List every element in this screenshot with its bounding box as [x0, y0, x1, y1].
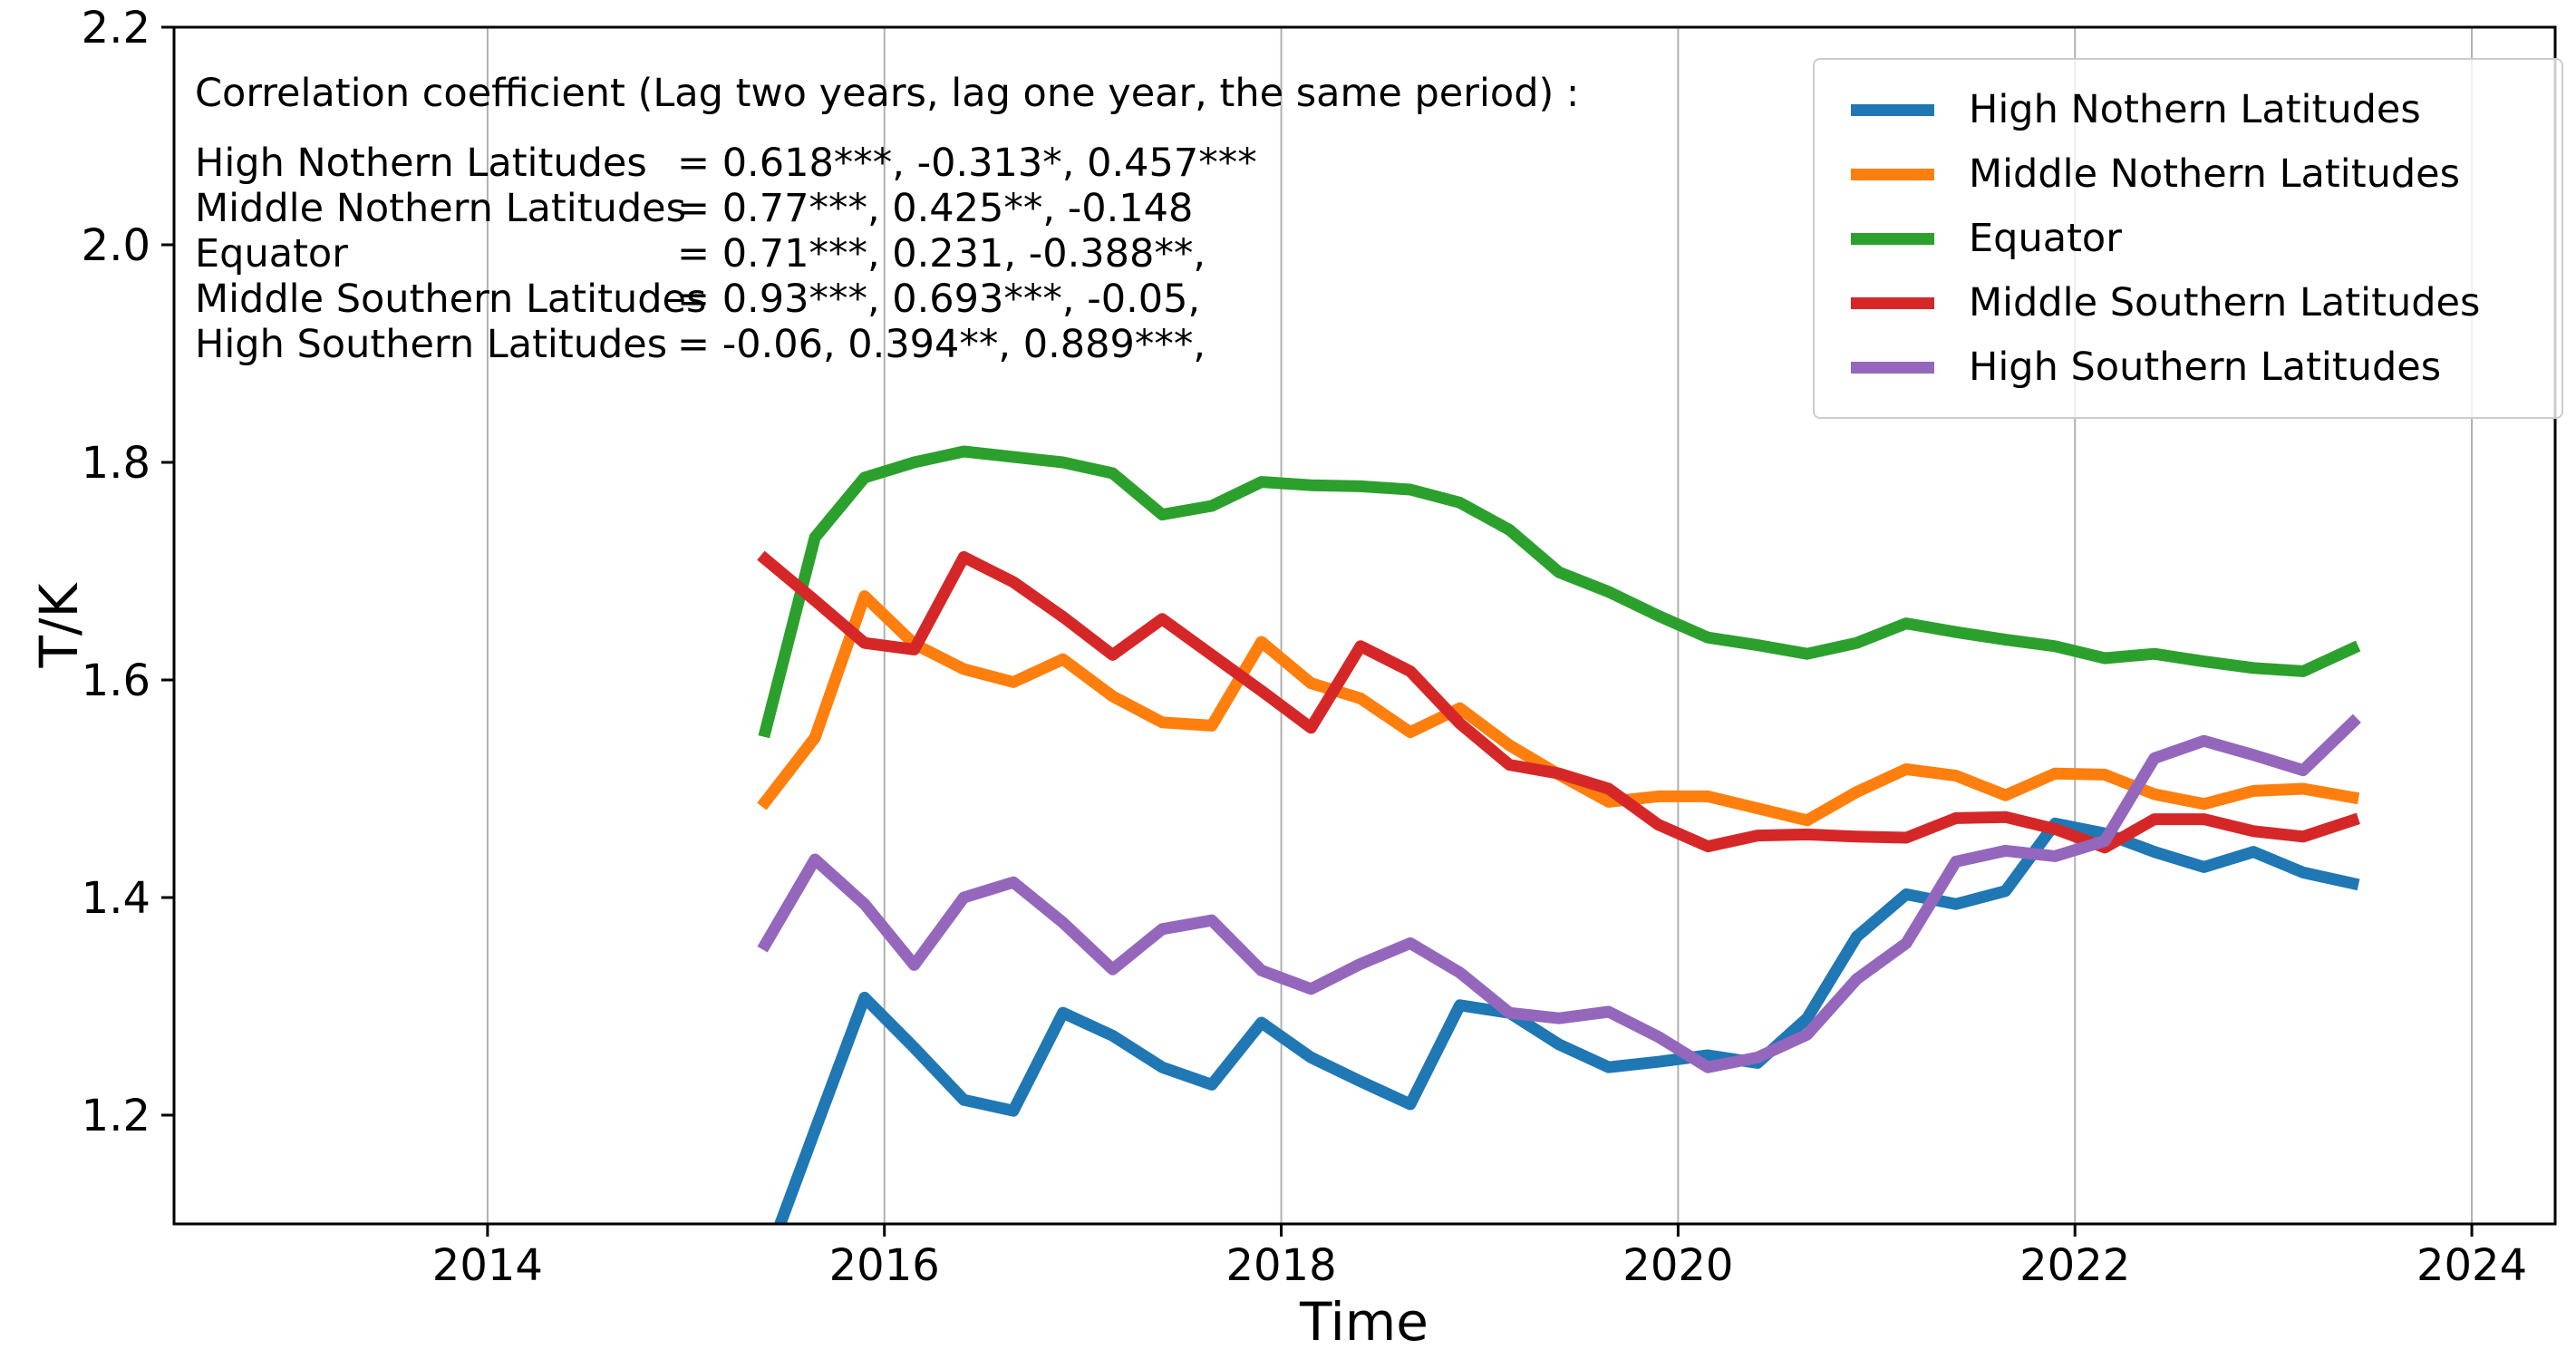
y-tick-label-1.6: 1.6: [82, 655, 150, 706]
annotation-row: Middle Southern Latitudes= 0.93***, 0.69…: [195, 277, 1579, 322]
series-lines: [757, 445, 2361, 1224]
x-tick-label-2018: 2018: [1225, 1240, 1336, 1291]
correlation-annotation: Correlation coefficient (Lag two years, …: [195, 71, 1579, 367]
y-tick-label-1.8: 1.8: [82, 438, 150, 489]
series-line-high-nothern-latitudes: [773, 817, 2360, 1224]
legend-item: High Southern Latitudes: [1851, 335, 2561, 400]
series-line-equator: [758, 445, 2361, 739]
annotation-series-name: High Southern Latitudes: [195, 322, 668, 367]
series-line-high-southern-latitudes: [757, 713, 2361, 1073]
tick-marks: [161, 25, 2474, 1237]
tick-labels: 2014 2016 2018 2020 2022 2024 2.2 2.0 1.8 1.6 1.4 1…: [82, 3, 2527, 1291]
x-axis-label: Time: [1299, 1291, 1428, 1353]
annotation-series-values: = 0.77***, 0.425**, -0.148: [677, 186, 1194, 231]
legend-item: Equator: [1851, 207, 2561, 271]
legend-swatch-icon: [1851, 168, 1934, 180]
y-tick-label-2.0: 2.0: [82, 220, 150, 271]
annotation-series-values: = 0.93***, 0.693***, -0.05,: [677, 277, 1201, 322]
legend-item-label: Middle Southern Latitudes: [1969, 280, 2481, 325]
x-tick-label-2014: 2014: [432, 1240, 543, 1291]
x-tick-label-2024: 2024: [2416, 1240, 2527, 1291]
plot-border: [172, 25, 2557, 1226]
legend-swatch-icon: [1851, 296, 1934, 309]
legend-swatch-icon: [1851, 361, 1934, 374]
series-line-middle-nothern-latitudes: [757, 590, 2360, 827]
y-tick-label-2.2: 2.2: [82, 3, 150, 53]
annotation-title: Correlation coefficient (Lag two years, …: [195, 71, 1580, 116]
x-tick-label-2020: 2020: [1622, 1240, 1733, 1291]
annotation-series-name: High Nothern Latitudes: [195, 141, 647, 186]
y-tick-label-1.4: 1.4: [82, 873, 150, 924]
x-tick-label-2016: 2016: [829, 1240, 940, 1291]
annotation-series-name: Equator: [195, 231, 348, 277]
legend-item-label: High Southern Latitudes: [1969, 345, 2442, 390]
y-axis-label: T/K: [28, 582, 90, 669]
annotation-row: Equator = 0.71***, 0.231, -0.388**,: [195, 231, 1579, 277]
legend-item: High Nothern Latitudes: [1851, 78, 2561, 142]
legend-swatch-icon: [1851, 232, 1934, 245]
axes-frame: [172, 25, 2557, 1226]
legend-item: Middle Nothern Latitudes: [1851, 142, 2561, 207]
series-line-middle-southern-latitudes: [757, 550, 2360, 854]
legend-item-label: Equator: [1969, 216, 2122, 261]
annotation-row: Middle Nothern Latitudes= 0.77***, 0.425…: [195, 186, 1579, 231]
x-tick-label-2022: 2022: [2019, 1240, 2130, 1291]
legend-item-label: High Nothern Latitudes: [1969, 87, 2421, 132]
annotation-series-name: Middle Nothern Latitudes: [195, 186, 686, 231]
legend: High Nothern Latitudes Middle Nothern La…: [1813, 58, 2563, 419]
annotation-series-values: = 0.71***, 0.231, -0.388**,: [677, 231, 1206, 277]
legend-item-label: Middle Nothern Latitudes: [1969, 151, 2460, 197]
annotation-row: High Nothern Latitudes = 0.618***, -0.313…: [195, 141, 1579, 186]
legend-swatch-icon: [1851, 103, 1934, 116]
legend-item: Middle Southern Latitudes: [1851, 271, 2561, 335]
annotation-series-values: = 0.618***, -0.313*, 0.457***: [677, 141, 1257, 186]
annotation-series-values: = -0.06, 0.394**, 0.889***,: [677, 322, 1206, 367]
annotation-series-name: Middle Southern Latitudes: [195, 277, 707, 322]
annotation-row: High Southern Latitudes = -0.06, 0.394**,…: [195, 322, 1579, 367]
y-tick-label-1.2: 1.2: [82, 1091, 150, 1141]
